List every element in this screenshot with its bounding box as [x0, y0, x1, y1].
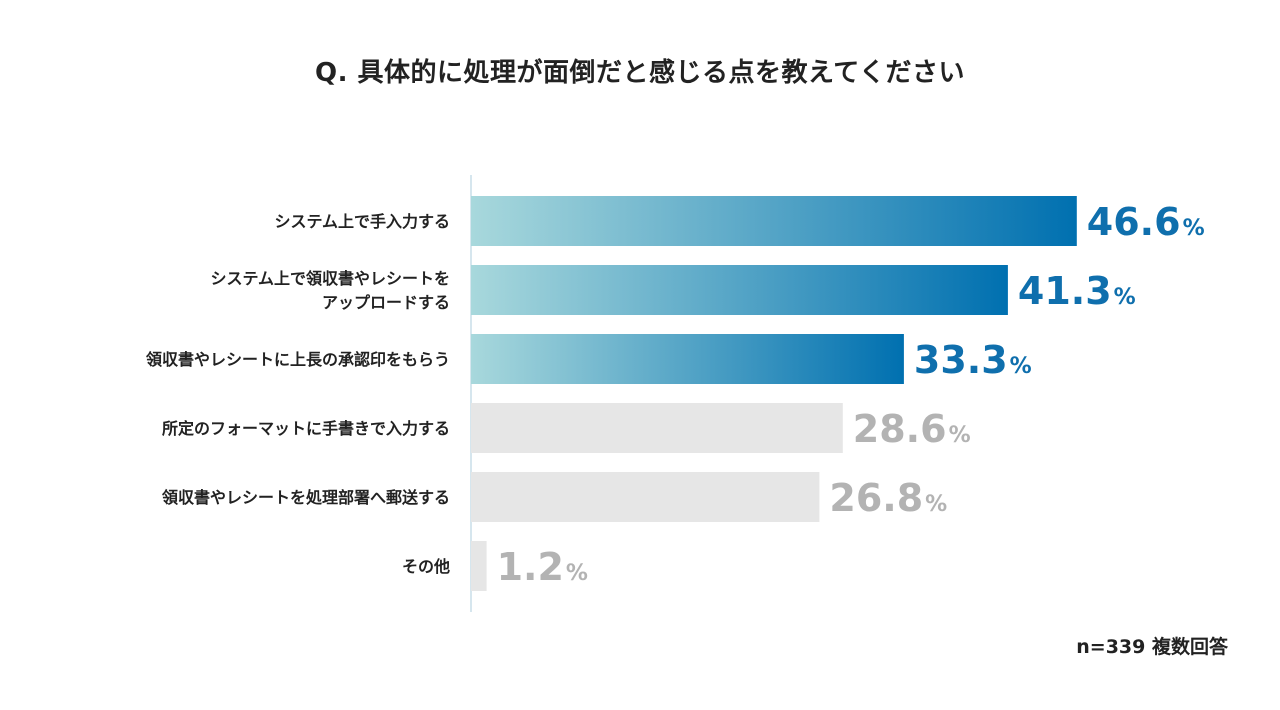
category-label-0: システム上で手入力する [274, 212, 450, 231]
value-label-2: 33.3% [914, 338, 1032, 382]
value-label-3: 28.6% [853, 407, 971, 451]
bar-2 [471, 334, 904, 384]
category-label-5: その他 [402, 557, 450, 576]
bar-0 [471, 196, 1077, 246]
category-label-4: 領収書やレシートを処理部署へ郵送する [162, 488, 450, 507]
value-label-0: 46.6% [1087, 200, 1205, 244]
value-label-1: 41.3% [1018, 269, 1136, 313]
bar-3 [471, 403, 843, 453]
category-label-2: 領収書やレシートに上長の承認印をもらう [146, 350, 450, 369]
bar-4 [471, 472, 820, 522]
category-label-3: 所定のフォーマットに手書きで入力する [162, 419, 450, 438]
category-label-1: システム上で領収書やレシートをアップロードする [210, 269, 450, 312]
value-label-4: 26.8% [829, 476, 947, 520]
bar-1 [471, 265, 1008, 315]
sample-note: n=339 複数回答 [1076, 636, 1228, 658]
bar-5 [471, 541, 487, 591]
chart-title: Q. 具体的に処理が面倒だと感じる点を教えてください [315, 58, 965, 88]
value-label-5: 1.2% [497, 545, 588, 589]
